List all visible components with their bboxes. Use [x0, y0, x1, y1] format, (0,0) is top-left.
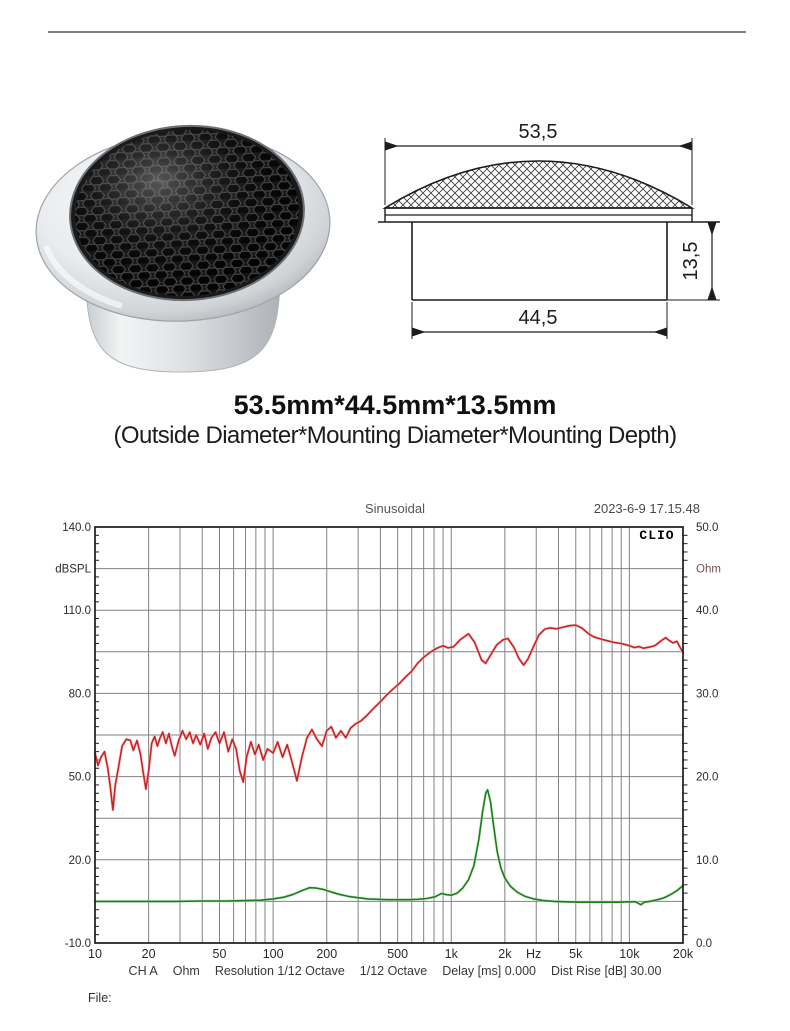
frequency-response-plot: 140.0 dBSPL 110.0 80.0 50.0 20.0 -10.0 50.0 Ohm 4… [55, 522, 721, 961]
delay-label: Delay [ms] 0.000 [442, 964, 536, 978]
right-axis-label: 30.0 [696, 688, 718, 700]
file-label: File: [88, 991, 112, 1005]
right-axis-label: 10.0 [696, 855, 718, 867]
top-divider [48, 31, 746, 33]
clio-logo: CLIO [639, 528, 675, 543]
dimension-drawing: 53,5 13,5 44,5 [378, 121, 720, 339]
x-axis-label: 200 [316, 947, 337, 961]
spl-curve-halo [93, 623, 685, 812]
x-axis-label: Hz [526, 947, 541, 961]
right-axis-label: 0.0 [696, 938, 712, 950]
units-label: Ohm [172, 964, 200, 978]
mounting-diameter-value: 44,5 [519, 307, 558, 329]
x-axis-label: 50 [213, 947, 227, 961]
right-axis-label: 50.0 [696, 522, 718, 534]
x-axis-label: 10 [88, 947, 102, 961]
impedance-curve-halo [93, 788, 685, 907]
dist-rise-label: Dist Rise [dB] 30.00 [550, 964, 662, 978]
x-axis-label: 20 [142, 947, 156, 961]
x-axis-label: 2k [498, 947, 512, 961]
x-axis-label: 100 [263, 947, 284, 961]
left-axis-label: 110.0 [63, 605, 91, 617]
smoothing-label: 1/12 Octave [359, 964, 428, 978]
left-axis-label: 80.0 [69, 688, 91, 700]
product-dimensions-title: 53.5mm*44.5mm*13.5mm [233, 390, 557, 420]
left-axis-label: 50.0 [69, 772, 91, 784]
measurement-settings: CH A Ohm Resolution 1/12 Octave 1/12 Oct… [0, 964, 790, 978]
clio-measurement-chart: Sinusoidal 2023-6-9 17.15.48 CLIO 140.0 d… [0, 495, 790, 1031]
right-axis-label: Ohm [696, 564, 721, 576]
x-axis-label: 10k [619, 947, 640, 961]
left-axis-label: 20.0 [69, 855, 91, 867]
plot-frame [94, 526, 684, 944]
mounting-depth-value: 13,5 [680, 242, 702, 281]
impedance-curve [94, 789, 684, 906]
grille-dome-section [382, 160, 695, 209]
channel-label: CH A [128, 964, 158, 978]
right-axis-label: 20.0 [696, 772, 718, 784]
left-axis-label: -10.0 [65, 938, 91, 950]
x-axis-label: 500 [387, 947, 408, 961]
product-dimensions-note: (Outside Diameter*Mounting Diameter*Moun… [113, 422, 677, 449]
chart-timestamp: 2023-6-9 17.15.48 [593, 501, 700, 516]
right-axis-label: 40.0 [696, 605, 718, 617]
tweeter-product-image [35, 124, 331, 373]
outer-diameter-value: 53,5 [519, 121, 558, 143]
resolution-label: Resolution 1/12 Octave [214, 964, 345, 978]
x-axis-label: 5k [569, 947, 583, 961]
left-axis-label: dBSPL [55, 564, 91, 576]
left-axis-label: 140.0 [62, 522, 91, 534]
x-axis-label: 1k [445, 947, 459, 961]
chart-title: Sinusoidal [365, 501, 425, 516]
x-axis-label: 20k [673, 947, 694, 961]
spl-curve [94, 624, 684, 811]
